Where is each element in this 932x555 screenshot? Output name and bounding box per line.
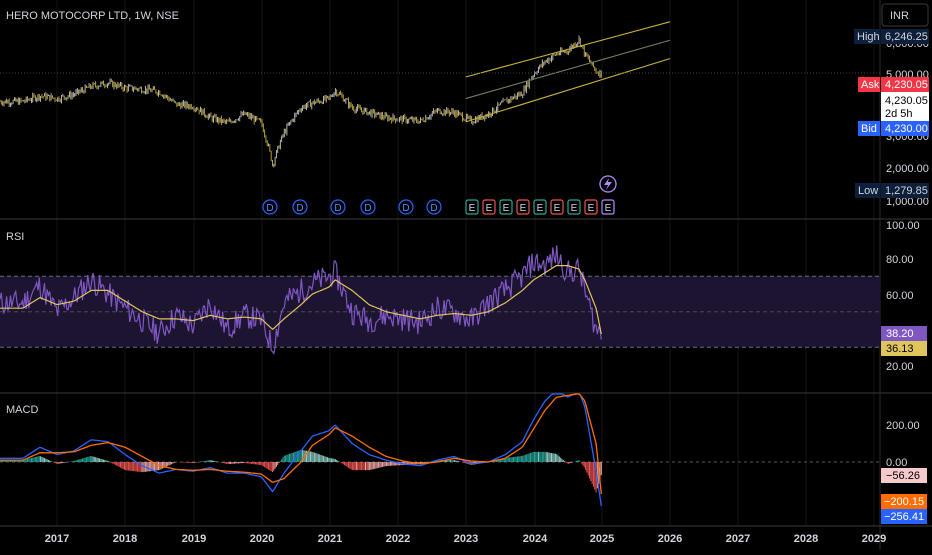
- rsi-ma-value-label: 36.13: [881, 341, 927, 356]
- event-label: E: [588, 203, 595, 214]
- dividend-marker[interactable]: D: [292, 199, 308, 215]
- high-value: 6,246.25: [885, 31, 928, 43]
- parallel-channel[interactable]: [465, 21, 671, 123]
- macd-hist-value-label: −56.26: [881, 468, 927, 483]
- event-label: E: [486, 203, 493, 214]
- dividend-marker[interactable]: D: [360, 199, 376, 215]
- earnings-marker[interactable]: E: [601, 199, 615, 215]
- event-label: E: [605, 203, 612, 214]
- year-label-2027: 2027: [726, 533, 750, 545]
- svg-text:−200.15: −200.15: [884, 496, 924, 508]
- year-label-2022: 2022: [386, 533, 410, 545]
- dividend-marker[interactable]: D: [426, 199, 442, 215]
- event-label: D: [402, 203, 409, 214]
- macd-line: [0, 393, 602, 506]
- event-label: D: [296, 203, 303, 214]
- dividend-marker[interactable]: D: [330, 199, 346, 215]
- event-label: E: [571, 203, 578, 214]
- rsi-tick-100: 100.00: [886, 220, 920, 232]
- rsi-pane[interactable]: [0, 245, 880, 355]
- year-label-2021: 2021: [318, 533, 342, 545]
- dividend-marker[interactable]: D: [262, 199, 278, 215]
- event-label: D: [334, 203, 341, 214]
- year-label-2029: 2029: [862, 533, 886, 545]
- bid-value: 4,230.00: [885, 123, 928, 135]
- ask-value: 4,230.05: [885, 79, 928, 91]
- last-price-label: 4,230.05 2d 5h: [881, 92, 929, 121]
- macd-title: MACD: [6, 404, 38, 416]
- year-label-2023: 2023: [454, 533, 478, 545]
- earnings-marker[interactable]: E: [584, 199, 598, 215]
- event-label: D: [266, 203, 273, 214]
- rsi-tick-20: 20.00: [886, 361, 914, 373]
- event-label: D: [430, 203, 437, 214]
- svg-text:36.13: 36.13: [886, 343, 914, 355]
- high-tag: High: [857, 31, 880, 43]
- lightning-icon[interactable]: [599, 175, 617, 193]
- macd-value-label: −256.41: [881, 509, 927, 524]
- rsi-tick-60: 60.00: [886, 290, 914, 302]
- svg-text:−256.41: −256.41: [884, 511, 924, 523]
- year-label-2026: 2026: [658, 533, 682, 545]
- year-label-2017: 2017: [45, 533, 69, 545]
- earnings-marker[interactable]: E: [482, 199, 496, 215]
- rsi-value-label: 38.20: [881, 326, 927, 341]
- ask-label: Ask 4,230.05: [858, 77, 929, 92]
- low-value: 1,279.85: [885, 185, 928, 197]
- low-label: Low 1,279.85: [855, 183, 929, 198]
- high-label: High 6,246.25: [854, 29, 929, 44]
- rsi-ma-line: [0, 265, 602, 335]
- time-axis[interactable]: 2017 2018 2019 2020 2021 2022 2023 2024 2025 2026…: [45, 533, 886, 545]
- price-tick-2000: 2,000.00: [886, 163, 929, 175]
- currency-button[interactable]: INR: [881, 3, 929, 27]
- channel-upper-line[interactable]: [465, 21, 671, 78]
- rsi-line: [0, 245, 602, 355]
- event-label: E: [537, 203, 544, 214]
- bid-tag: Bid: [861, 123, 877, 135]
- year-label-2018: 2018: [113, 533, 137, 545]
- macd-tick-0: 0.00: [886, 457, 907, 469]
- low-tag: Low: [858, 185, 878, 197]
- event-label: E: [503, 203, 510, 214]
- event-label: E: [469, 203, 476, 214]
- price-tick-1000: 1,000.00: [886, 196, 929, 208]
- year-label-2028: 2028: [794, 533, 818, 545]
- ask-tag: Ask: [861, 79, 880, 91]
- currency-label: INR: [890, 10, 909, 22]
- channel-middle-line[interactable]: [465, 39, 671, 100]
- signal-line: [0, 393, 602, 495]
- earnings-marker[interactable]: E: [516, 199, 530, 215]
- year-label-2020: 2020: [250, 533, 274, 545]
- earnings-marker[interactable]: E: [533, 199, 547, 215]
- earnings-marker[interactable]: E: [550, 199, 564, 215]
- event-label: E: [554, 203, 561, 214]
- countdown: 2d 5h: [885, 108, 913, 120]
- earnings-marker[interactable]: E: [499, 199, 513, 215]
- grid-lines: [56, 0, 875, 526]
- svg-text:38.20: 38.20: [886, 328, 914, 340]
- channel-lower-line[interactable]: [465, 58, 671, 123]
- macd-tick-200: 200.00: [886, 420, 920, 432]
- chart-title: HERO MOTOCORP LTD, 1W, NSE: [6, 10, 179, 22]
- rsi-tick-80: 80.00: [886, 254, 914, 266]
- event-label: D: [364, 203, 371, 214]
- year-label-2024: 2024: [523, 533, 548, 545]
- earnings-marker[interactable]: E: [567, 199, 581, 215]
- macd-pane[interactable]: [0, 393, 880, 506]
- dividend-marker[interactable]: D: [398, 199, 414, 215]
- year-label-2019: 2019: [182, 533, 206, 545]
- earnings-marker[interactable]: E: [465, 199, 479, 215]
- signal-value-label: −200.15: [881, 494, 927, 509]
- svg-text:−56.26: −56.26: [886, 470, 920, 482]
- rsi-title: RSI: [6, 231, 24, 243]
- event-label: E: [520, 203, 527, 214]
- last-price-value: 4,230.05: [885, 95, 928, 107]
- bid-label: Bid 4,230.00: [858, 121, 929, 136]
- year-label-2025: 2025: [590, 533, 614, 545]
